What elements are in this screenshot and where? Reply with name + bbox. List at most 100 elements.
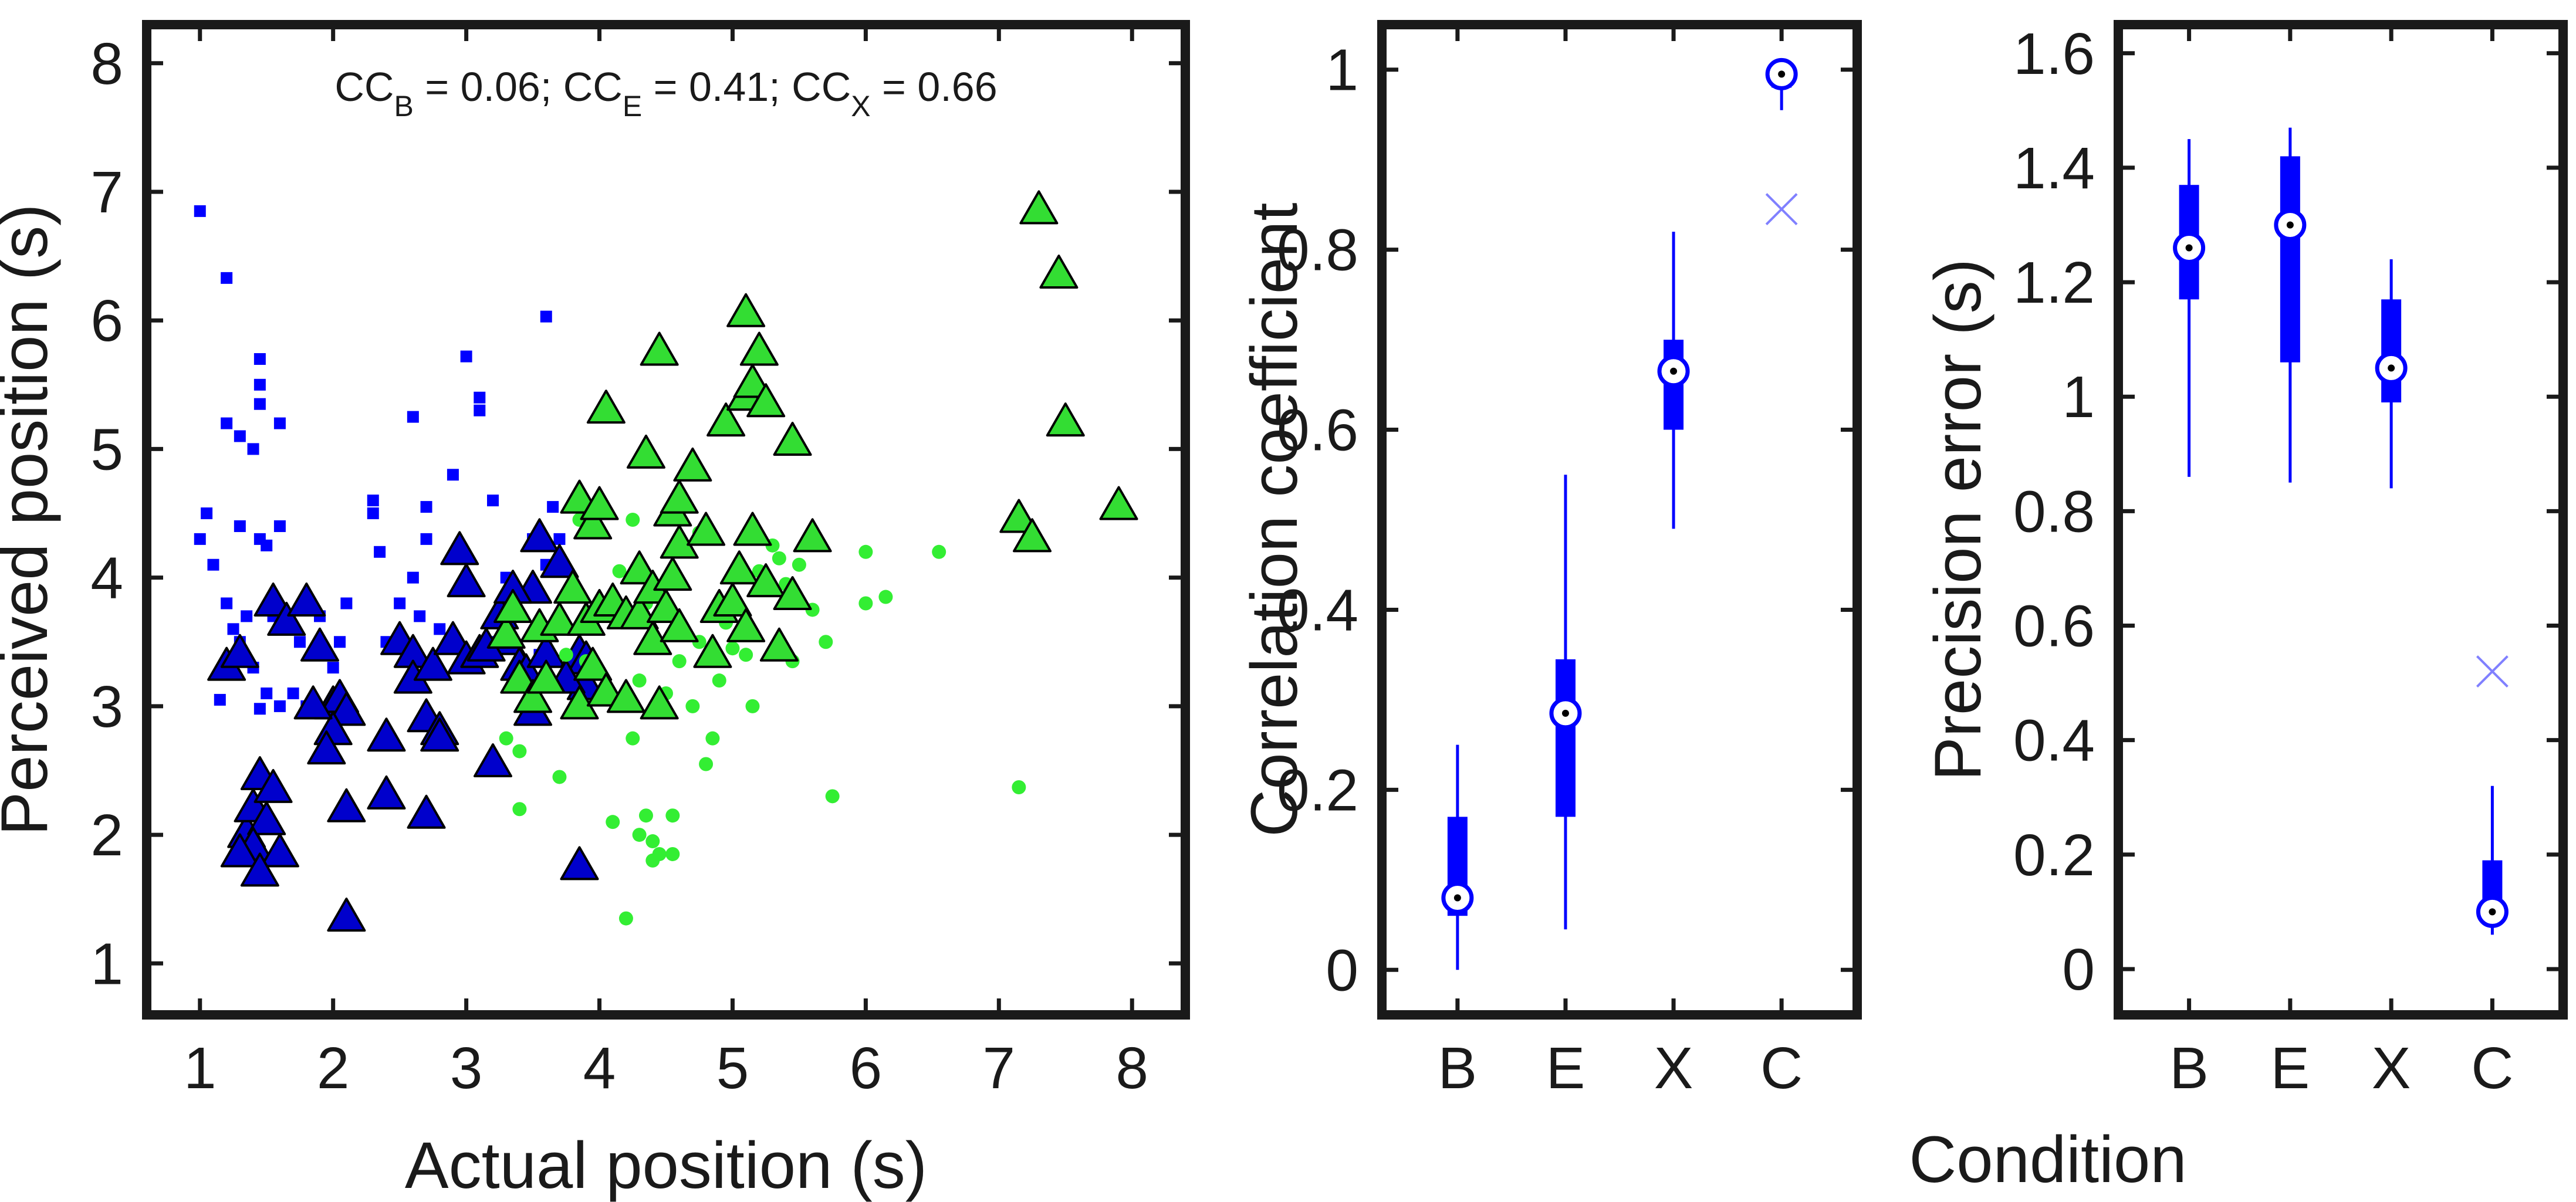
- scatter-point-square-blue: [420, 533, 432, 545]
- correlation-median-dot: [1453, 894, 1461, 902]
- scatter-point-triangle-blue: [327, 692, 366, 726]
- scatter-point-triangle-green: [706, 402, 746, 437]
- correlation-y-tick-label: 0.6: [1277, 398, 1358, 463]
- scatter-point-square-blue: [261, 687, 273, 699]
- scatter-point-circle-green: [632, 828, 647, 842]
- scatter-marks: [194, 190, 1138, 932]
- scatter-point-square-blue: [374, 546, 386, 558]
- scatter-point-triangle-blue: [307, 730, 346, 765]
- precision-box: [2381, 299, 2402, 402]
- scatter-point-square-blue: [367, 507, 379, 520]
- scatter-point-triangle-green: [653, 557, 692, 591]
- scatter-point-circle-green: [825, 789, 840, 804]
- scatter-point-triangle-green: [719, 550, 759, 585]
- scatter-point-triangle-blue: [520, 518, 559, 553]
- scatter-point-square-blue: [253, 378, 266, 391]
- scatter-point-circle-green: [612, 564, 627, 578]
- scatter-point-square-blue: [487, 495, 499, 507]
- precision-median-dot: [2489, 908, 2496, 916]
- correlation-y-tick-label: 1: [1326, 38, 1358, 103]
- scatter-point-square-blue: [394, 597, 406, 610]
- scatter-point-circle-green: [665, 808, 680, 823]
- scatter-point-triangle-blue: [407, 794, 446, 829]
- scatter-point-circle-green: [499, 731, 513, 746]
- scatter-point-circle-green: [559, 648, 573, 662]
- scatter-point-triangle-green: [726, 608, 766, 642]
- precision-box: [2280, 156, 2300, 363]
- scatter-panel: 1 2 3 4 5 6 7 8 1 2 3 4 5 6 7 8 CCB = 0.06; CCE = 0.41;…: [0, 20, 1190, 1202]
- scatter-y-tick-label: 3: [90, 674, 123, 740]
- scatter-point-triangle-green: [626, 434, 665, 469]
- scatter-axes-frame: [142, 20, 1190, 1020]
- correlation-marks: [1441, 57, 1798, 970]
- scatter-y-tick-label: 7: [90, 160, 123, 225]
- precision-y-tick-label: 1.2: [2013, 250, 2095, 316]
- correlation-x-tick-label: X: [1654, 1035, 1693, 1101]
- scatter-point-square-blue: [434, 623, 446, 635]
- scatter-point-triangle-blue: [367, 775, 406, 810]
- scatter-point-square-blue: [253, 353, 266, 365]
- scatter-point-square-blue: [221, 597, 233, 610]
- scatter-point-square-blue: [261, 539, 273, 551]
- scatter-point-circle-green: [632, 673, 647, 688]
- scatter-point-triangle-green: [1019, 190, 1059, 225]
- scatter-point-triangle-green: [647, 588, 685, 623]
- scatter-point-square-blue: [407, 571, 419, 584]
- scatter-point-triangle-blue: [420, 717, 459, 752]
- scatter-point-triangle-green: [640, 331, 679, 366]
- correlation-x-tick-label: E: [1546, 1035, 1586, 1101]
- scatter-point-circle-green: [932, 544, 946, 559]
- scatter-point-circle-green: [878, 590, 893, 604]
- scatter-point-square-blue: [547, 501, 559, 513]
- scatter-point-square-blue: [227, 623, 239, 635]
- scatter-x-axis-label: Actual position (s): [405, 1129, 927, 1202]
- scatter-point-triangle-green: [513, 679, 553, 713]
- scatter-point-triangle-blue: [300, 627, 339, 662]
- scatter-point-triangle-blue: [220, 833, 259, 868]
- scatter-point-triangle-green: [580, 486, 619, 520]
- scatter-point-triangle-blue: [287, 583, 326, 617]
- correlation-median-dot: [1561, 709, 1569, 717]
- scatter-point-triangle-green: [486, 614, 526, 649]
- scatter-point-circle-green: [712, 673, 726, 688]
- scatter-point-triangle-green: [540, 601, 579, 636]
- scatter-point-triangle-blue: [247, 801, 286, 835]
- correlation-y-axis-label: Correlation coefficient: [1238, 202, 1311, 837]
- scatter-point-square-blue: [327, 662, 339, 674]
- precision-median-dot: [2185, 244, 2193, 252]
- correlation-y-tick-label: 0.4: [1277, 577, 1358, 643]
- scatter-point-circle-green: [665, 847, 680, 861]
- scatter-point-triangle-green: [693, 634, 732, 668]
- scatter-point-triangle-green: [1039, 255, 1079, 289]
- precision-y-tick-label: 0: [2062, 937, 2095, 1003]
- scatter-point-triangle-green: [1046, 402, 1085, 437]
- scatter-point-square-blue: [334, 636, 346, 648]
- scatter-point-circle-green: [652, 847, 667, 861]
- scatter-point-square-blue: [414, 610, 426, 622]
- scatter-point-triangle-green: [746, 383, 786, 418]
- scatter-point-square-blue: [234, 520, 246, 532]
- scatter-point-circle-green: [858, 544, 873, 559]
- shared-x-axis-label: Condition: [1909, 1123, 2186, 1196]
- scatter-point-triangle-green: [620, 550, 659, 585]
- scatter-point-circle-green: [1012, 780, 1026, 794]
- scatter-point-triangle-green: [640, 685, 679, 720]
- scatter-point-square-blue: [407, 411, 419, 423]
- scatter-point-circle-green: [725, 641, 740, 656]
- scatter-point-square-blue: [367, 495, 379, 507]
- scatter-point-triangle-blue: [240, 852, 279, 887]
- scatter-point-square-blue: [234, 430, 246, 442]
- scatter-point-triangle-green: [553, 570, 593, 604]
- scatter-point-square-blue: [253, 398, 266, 410]
- scatter-point-triangle-blue: [474, 743, 512, 778]
- scatter-point-triangle-blue: [267, 601, 306, 636]
- scatter-y-tick-label: 5: [90, 417, 123, 482]
- scatter-point-square-blue: [214, 693, 226, 706]
- scatter-point-square-blue: [221, 272, 233, 284]
- scatter-point-triangle-green: [739, 331, 779, 366]
- scatter-point-circle-green: [552, 770, 567, 784]
- scatter-x-tick-label: 2: [317, 1035, 350, 1101]
- precision-x-tick-label: E: [2271, 1035, 2310, 1101]
